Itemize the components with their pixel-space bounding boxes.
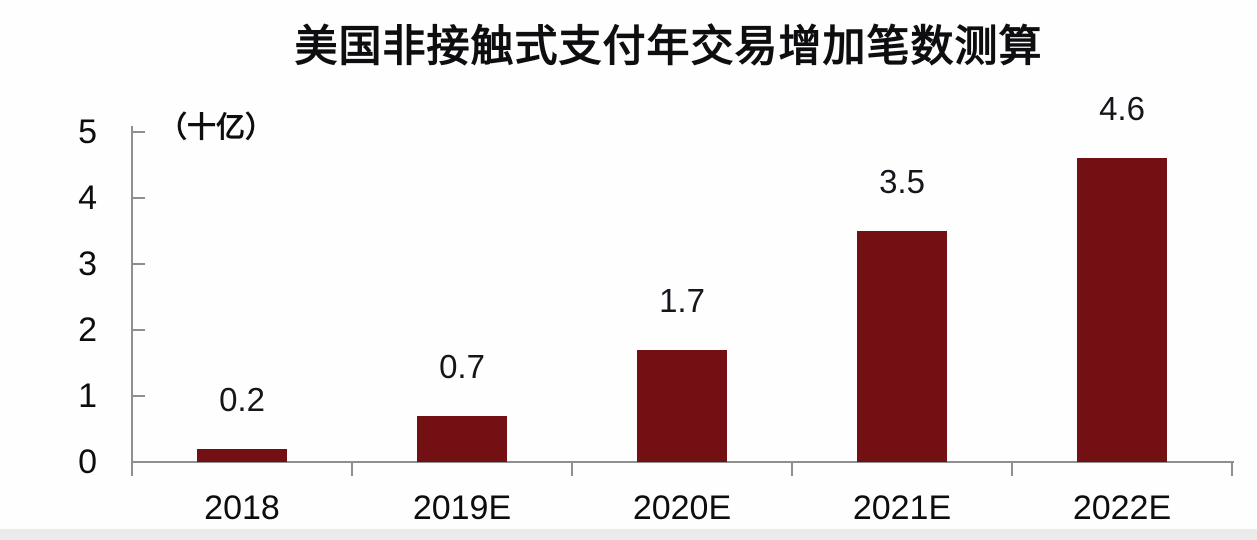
y-axis-tick <box>132 263 145 265</box>
y-axis-tick-label: 5 <box>78 113 97 151</box>
bar-2022E <box>1077 158 1167 462</box>
bar-2018 <box>197 449 287 462</box>
x-axis-tick <box>791 462 793 476</box>
bar-2020E <box>637 350 727 462</box>
x-axis-category-label: 2022E <box>1072 489 1172 527</box>
bar-value-label: 3.5 <box>879 163 925 200</box>
y-axis-tick-label: 4 <box>78 179 97 217</box>
y-axis-tick <box>132 329 145 331</box>
bar-value-label: 1.7 <box>659 282 705 319</box>
y-axis-tick-label: 2 <box>78 311 97 349</box>
x-axis-line <box>132 461 1234 463</box>
x-axis-tick <box>1231 462 1233 476</box>
y-axis-tick <box>132 197 145 199</box>
y-axis-unit-label: （十亿） <box>158 110 275 144</box>
bar-value-label: 0.7 <box>439 348 485 385</box>
bottom-divider <box>0 529 1257 540</box>
bar-value-label: 0.2 <box>219 381 265 418</box>
x-axis-category-label: 2020E <box>632 489 732 527</box>
x-axis-tick <box>571 462 573 476</box>
y-axis-tick-label: 1 <box>78 377 97 415</box>
bar-2021E <box>857 231 947 462</box>
x-axis-category-label: 2021E <box>852 489 952 527</box>
chart-title: 美国非接触式支付年交易增加笔数测算 <box>294 22 1043 72</box>
y-axis-line <box>131 126 133 476</box>
x-axis-category-label: 2019E <box>412 489 512 527</box>
x-axis-tick <box>1011 462 1013 476</box>
y-axis-tick <box>132 395 145 397</box>
x-axis-category-label: 2018 <box>204 489 280 527</box>
bar-value-label: 4.6 <box>1099 90 1145 127</box>
y-axis-tick-label: 0 <box>78 443 97 481</box>
y-axis-tick-label: 3 <box>78 245 97 283</box>
y-axis-tick <box>132 131 145 133</box>
x-axis-tick <box>351 462 353 476</box>
bar-2019E <box>417 416 507 462</box>
